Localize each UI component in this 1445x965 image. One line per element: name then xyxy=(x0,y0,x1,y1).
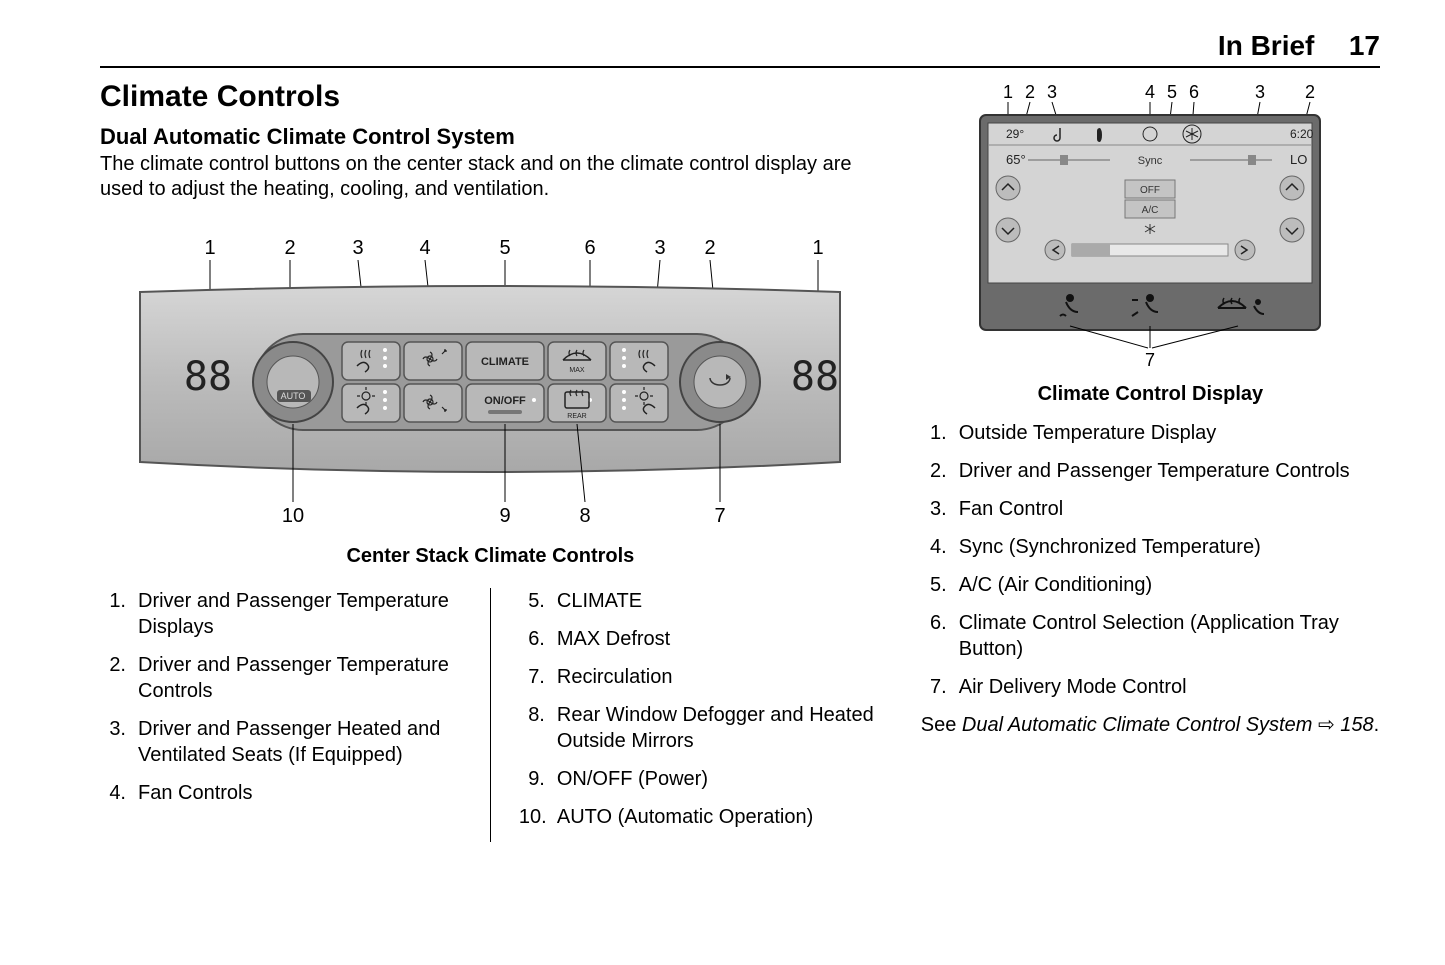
display-legend: 1.Outside Temperature Display 2.Driver a… xyxy=(921,420,1380,700)
svg-text:2: 2 xyxy=(1025,82,1035,102)
svg-text:6: 6 xyxy=(1189,82,1199,102)
svg-text:AUTO: AUTO xyxy=(281,391,306,401)
callout-top-1: 1 xyxy=(205,237,216,259)
svg-text:MAX: MAX xyxy=(570,367,586,374)
center-stack-diagram: 1 2 3 4 5 6 3 2 1 xyxy=(100,232,881,568)
svg-text:3: 3 xyxy=(1255,82,1265,102)
subtitle: Dual Automatic Climate Control System xyxy=(100,124,881,150)
svg-text:Sync: Sync xyxy=(1138,155,1163,167)
svg-text:65°: 65° xyxy=(1006,152,1026,167)
svg-text:ON/OFF: ON/OFF xyxy=(485,395,527,407)
right-column: 1 2 3 4 5 6 3 2 xyxy=(921,80,1380,842)
svg-text:8: 8 xyxy=(580,505,591,527)
page-number: 17 xyxy=(1349,30,1380,61)
page-columns: Climate Controls Dual Automatic Climate … xyxy=(100,80,1380,842)
svg-text:LO: LO xyxy=(1290,152,1307,167)
callout-top-6: 6 xyxy=(585,237,596,259)
callout-top-2b: 2 xyxy=(705,237,716,259)
svg-text:88: 88 xyxy=(791,354,839,400)
svg-text:OFF: OFF xyxy=(1140,185,1160,196)
legend-right: 5.CLIMATE 6.MAX Defrost 7.Recirculation … xyxy=(519,588,881,842)
callout-top-3b: 3 xyxy=(655,237,666,259)
display-diagram: 1 2 3 4 5 6 3 2 xyxy=(921,80,1380,406)
section-name: In Brief xyxy=(1218,30,1314,61)
center-stack-svg: 1 2 3 4 5 6 3 2 1 xyxy=(130,232,850,532)
svg-text:3: 3 xyxy=(1047,82,1057,102)
legend-left: 1.Driver and Passenger Temperature Displ… xyxy=(100,588,462,842)
display-svg: 1 2 3 4 5 6 3 2 xyxy=(960,80,1340,370)
intro-text: The climate control buttons on the cente… xyxy=(100,152,881,202)
svg-text:1: 1 xyxy=(1003,82,1013,102)
svg-text:A/C: A/C xyxy=(1142,205,1159,216)
left-column: Climate Controls Dual Automatic Climate … xyxy=(100,80,881,842)
svg-text:10: 10 xyxy=(282,505,304,527)
svg-text:4: 4 xyxy=(1145,82,1155,102)
svg-text:6:20: 6:20 xyxy=(1290,127,1314,141)
callout-top-1b: 1 xyxy=(813,237,824,259)
column-divider xyxy=(490,588,491,842)
svg-text:7: 7 xyxy=(715,505,726,527)
svg-text:7: 7 xyxy=(1145,350,1155,370)
display-caption: Climate Control Display xyxy=(921,383,1380,406)
cross-reference: See Dual Automatic Climate Control Syste… xyxy=(921,712,1380,738)
svg-text:2: 2 xyxy=(1305,82,1315,102)
page-title: Climate Controls xyxy=(100,80,881,114)
svg-text:CLIMATE: CLIMATE xyxy=(481,356,529,368)
svg-text:88: 88 xyxy=(184,354,232,400)
callout-top-2: 2 xyxy=(285,237,296,259)
svg-text:5: 5 xyxy=(1167,82,1177,102)
svg-text:REAR: REAR xyxy=(568,413,587,420)
center-stack-caption: Center Stack Climate Controls xyxy=(100,545,881,568)
callout-top-3: 3 xyxy=(353,237,364,259)
callout-top-5: 5 xyxy=(500,237,511,259)
running-header: In Brief 17 xyxy=(100,30,1380,68)
callout-top-4: 4 xyxy=(420,237,431,259)
svg-text:29°: 29° xyxy=(1006,127,1024,141)
svg-text:9: 9 xyxy=(500,505,511,527)
center-stack-legend: 1.Driver and Passenger Temperature Displ… xyxy=(100,588,881,842)
